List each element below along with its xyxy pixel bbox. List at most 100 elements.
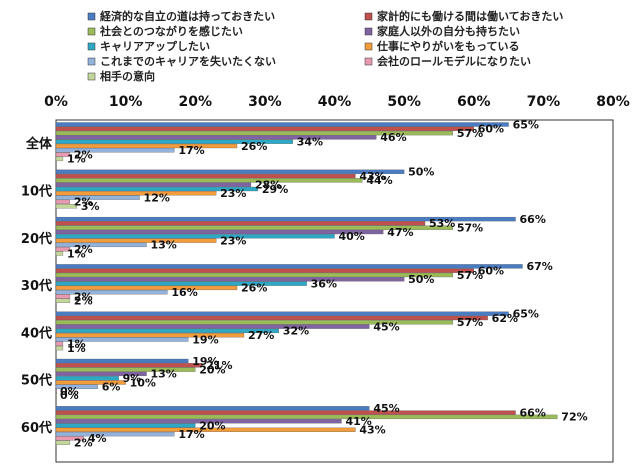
- data-label: 4%: [88, 432, 107, 445]
- bar: [55, 320, 454, 325]
- legend-entry: 家計的にも働ける間は働いておきたい: [377, 9, 563, 23]
- data-label: 0%: [60, 389, 79, 402]
- data-label: 27%: [248, 329, 274, 342]
- bar: [55, 436, 85, 441]
- category-label: 10代: [21, 183, 52, 199]
- legend-entry: 社会とのつながりを感じたい: [99, 24, 243, 38]
- data-label: 26%: [241, 282, 267, 295]
- data-label: 67%: [526, 260, 552, 273]
- data-label: 3%: [81, 200, 100, 213]
- legend-swatch: [87, 72, 96, 81]
- bar: [55, 431, 175, 437]
- data-label: 1%: [67, 247, 86, 260]
- bar: [55, 294, 71, 299]
- bar: [55, 216, 516, 222]
- data-label: 13%: [151, 368, 177, 381]
- legend-entry: 仕事にやりがいをもっている: [376, 39, 519, 53]
- bar: [55, 148, 175, 153]
- bar: [55, 298, 71, 303]
- data-label: 45%: [373, 320, 399, 333]
- data-labels: 65%60%57%46%34%26%17%2%1%50%43%44%28%29%…: [60, 118, 588, 449]
- data-label: 19%: [192, 355, 218, 368]
- legend-swatch: [87, 27, 96, 36]
- bar: [55, 199, 71, 205]
- bar: [55, 221, 426, 226]
- bar: [55, 363, 203, 368]
- bar: [55, 410, 516, 415]
- bar: [55, 130, 454, 136]
- legend-entry: 会社のロールモデルになりたい: [377, 54, 531, 68]
- x-axis-ticks: 0% 10% 20% 30% 40% 50% 60% 70% 80%: [44, 94, 630, 110]
- bar: [55, 281, 307, 286]
- data-label: 62%: [492, 312, 518, 325]
- legend-swatch: [364, 27, 373, 36]
- category-label: 30代: [21, 278, 52, 294]
- bar: [55, 427, 356, 432]
- data-label: 50%: [408, 166, 434, 179]
- bar: [55, 264, 523, 269]
- bar: [55, 285, 238, 291]
- data-label: 13%: [151, 239, 177, 252]
- legend-swatch: [364, 57, 373, 66]
- bar: [55, 169, 405, 174]
- bar: [55, 380, 126, 385]
- data-label: 45%: [373, 402, 399, 415]
- bar: [55, 384, 98, 389]
- data-label: 2%: [74, 196, 93, 209]
- bar: [55, 367, 196, 372]
- bar: [55, 345, 64, 351]
- bar: [55, 324, 370, 329]
- data-label: 50%: [408, 273, 434, 286]
- legend-entry: 相手の意向: [100, 69, 155, 83]
- data-label: 1%: [67, 153, 86, 166]
- bar: [55, 191, 217, 196]
- data-label: 23%: [220, 187, 246, 200]
- bar: [55, 371, 147, 377]
- data-label: 23%: [220, 234, 246, 247]
- data-label: 20%: [199, 419, 225, 432]
- category-label: 40代: [21, 325, 52, 341]
- legend-swatch: [87, 57, 96, 66]
- bar: [55, 358, 189, 364]
- bar: [55, 272, 454, 278]
- data-label: 43%: [359, 170, 385, 183]
- legend-swatch: [87, 42, 96, 51]
- bar: [55, 238, 217, 243]
- data-label: 57%: [457, 269, 483, 282]
- bar: [55, 277, 405, 282]
- data-label: 57%: [457, 222, 483, 235]
- legend-entry: 経済的な自立の道は持っておきたい: [100, 9, 275, 23]
- bar: [55, 247, 71, 252]
- legend-entry: これまでのキャリアを失いたくない: [100, 54, 276, 68]
- data-label: 65%: [513, 308, 539, 321]
- legend-swatch: [364, 12, 373, 21]
- data-label: 34%: [297, 136, 323, 149]
- data-label: 46%: [380, 131, 406, 144]
- data-label: 19%: [192, 333, 218, 346]
- data-label: 6%: [102, 381, 121, 394]
- bar: [55, 204, 78, 209]
- data-label: 40%: [339, 230, 365, 243]
- bar: [55, 122, 509, 127]
- bar: [55, 186, 259, 192]
- bar: [55, 419, 342, 424]
- bar: [55, 388, 57, 394]
- legend-swatch: [87, 12, 96, 21]
- bar: [55, 225, 454, 230]
- data-label: 57%: [457, 127, 483, 140]
- bar: [55, 143, 238, 149]
- data-label: 57%: [457, 316, 483, 329]
- data-label: 1%: [67, 342, 86, 355]
- x-tick-label: 0%: [44, 94, 68, 110]
- data-label: 72%: [561, 411, 587, 424]
- x-tick-label: 50%: [387, 94, 421, 110]
- x-tick-label: 30%: [248, 94, 282, 110]
- x-tick-label: 10%: [109, 94, 143, 110]
- bar: [55, 195, 140, 200]
- bar: [55, 333, 245, 338]
- category-label: 20代: [21, 231, 52, 247]
- bar: [55, 315, 488, 321]
- bar: [55, 234, 335, 239]
- data-label: 41%: [345, 415, 371, 428]
